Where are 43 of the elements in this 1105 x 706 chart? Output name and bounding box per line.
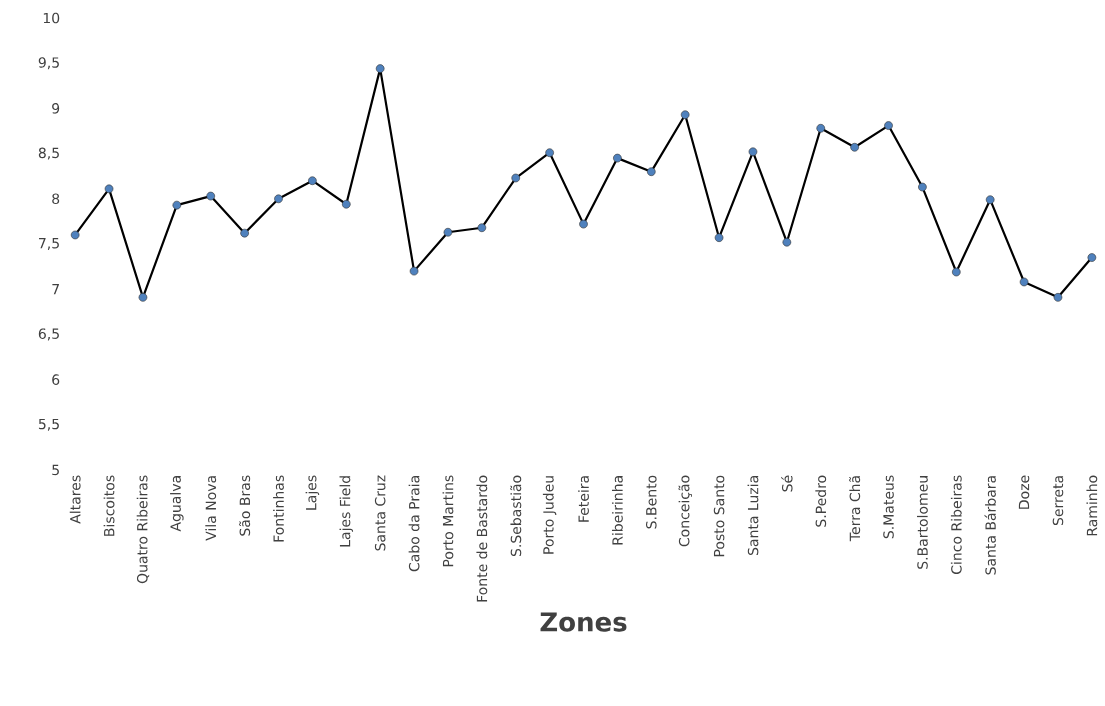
x-tick-label: Cinco Ribeiras (950, 475, 962, 574)
y-tick-label: 7 (52, 284, 59, 295)
x-tick-label: Porto Judeu (542, 476, 557, 554)
x-tick-label: Feteira (578, 476, 589, 522)
x-tick-label: Posto Santo (713, 475, 725, 557)
x-tick-label: Santa Bárbara (984, 476, 996, 575)
y-tick-label: 9 (52, 103, 60, 114)
x-tick-label: Lajes Field (339, 476, 354, 547)
x-tick-label: Terra Chã (849, 476, 861, 542)
x-tick-label: S.Bento (646, 475, 657, 529)
x-tick-label: Santa Luzia (747, 476, 759, 556)
x-tick-label: Sé (781, 475, 793, 492)
x-tick-label: Agualva (170, 476, 184, 532)
x-axis-title: Zones (540, 612, 627, 632)
y-tick-label: 5,5 (38, 418, 59, 431)
x-tick-label: Porto Martins (442, 475, 454, 567)
x-tick-label: Biscoitos (103, 475, 115, 536)
x-tick-label: Fonte de Bastardo (476, 475, 488, 602)
y-tick-label: 10 (43, 12, 60, 24)
x-tick-label: Vila Nova (205, 476, 217, 541)
y-tick-label: 8 (52, 193, 60, 205)
y-tick-label: 9,5 (38, 57, 59, 70)
x-tick-label: S.Mateus (883, 475, 894, 539)
x-tick-label: Fontinhas (273, 475, 284, 542)
x-tick-label: Lajes (305, 475, 320, 510)
x-tick-label: Raminho (1086, 475, 1098, 536)
x-tick-label: São Bras (239, 475, 251, 536)
x-tick-label: Ribeirinha (611, 476, 623, 545)
y-tick-label: 8,5 (38, 147, 59, 160)
x-tick-label: Cabo da Praia (408, 476, 420, 572)
y-tick-label: 5 (52, 464, 59, 476)
x-tick-label: Santa Cruz (374, 475, 386, 551)
x-tick-label: Quatro Ribeiras (136, 475, 150, 584)
y-tick-label: 6,5 (38, 328, 59, 341)
x-tick-label: Doze (1018, 475, 1030, 509)
y-tick-label: 7,5 (39, 238, 59, 250)
y-tick-label: 6 (52, 374, 60, 385)
x-tick-label: S.Bartolomeu (916, 476, 928, 569)
x-tick-label: S.Pedro (815, 475, 827, 527)
x-tick-label: Serreta (1052, 476, 1064, 526)
x-tick-label: S.Sebastião (510, 475, 522, 557)
x-tick-label: Conceição (678, 475, 692, 547)
x-tick-label: Altares (69, 475, 81, 524)
